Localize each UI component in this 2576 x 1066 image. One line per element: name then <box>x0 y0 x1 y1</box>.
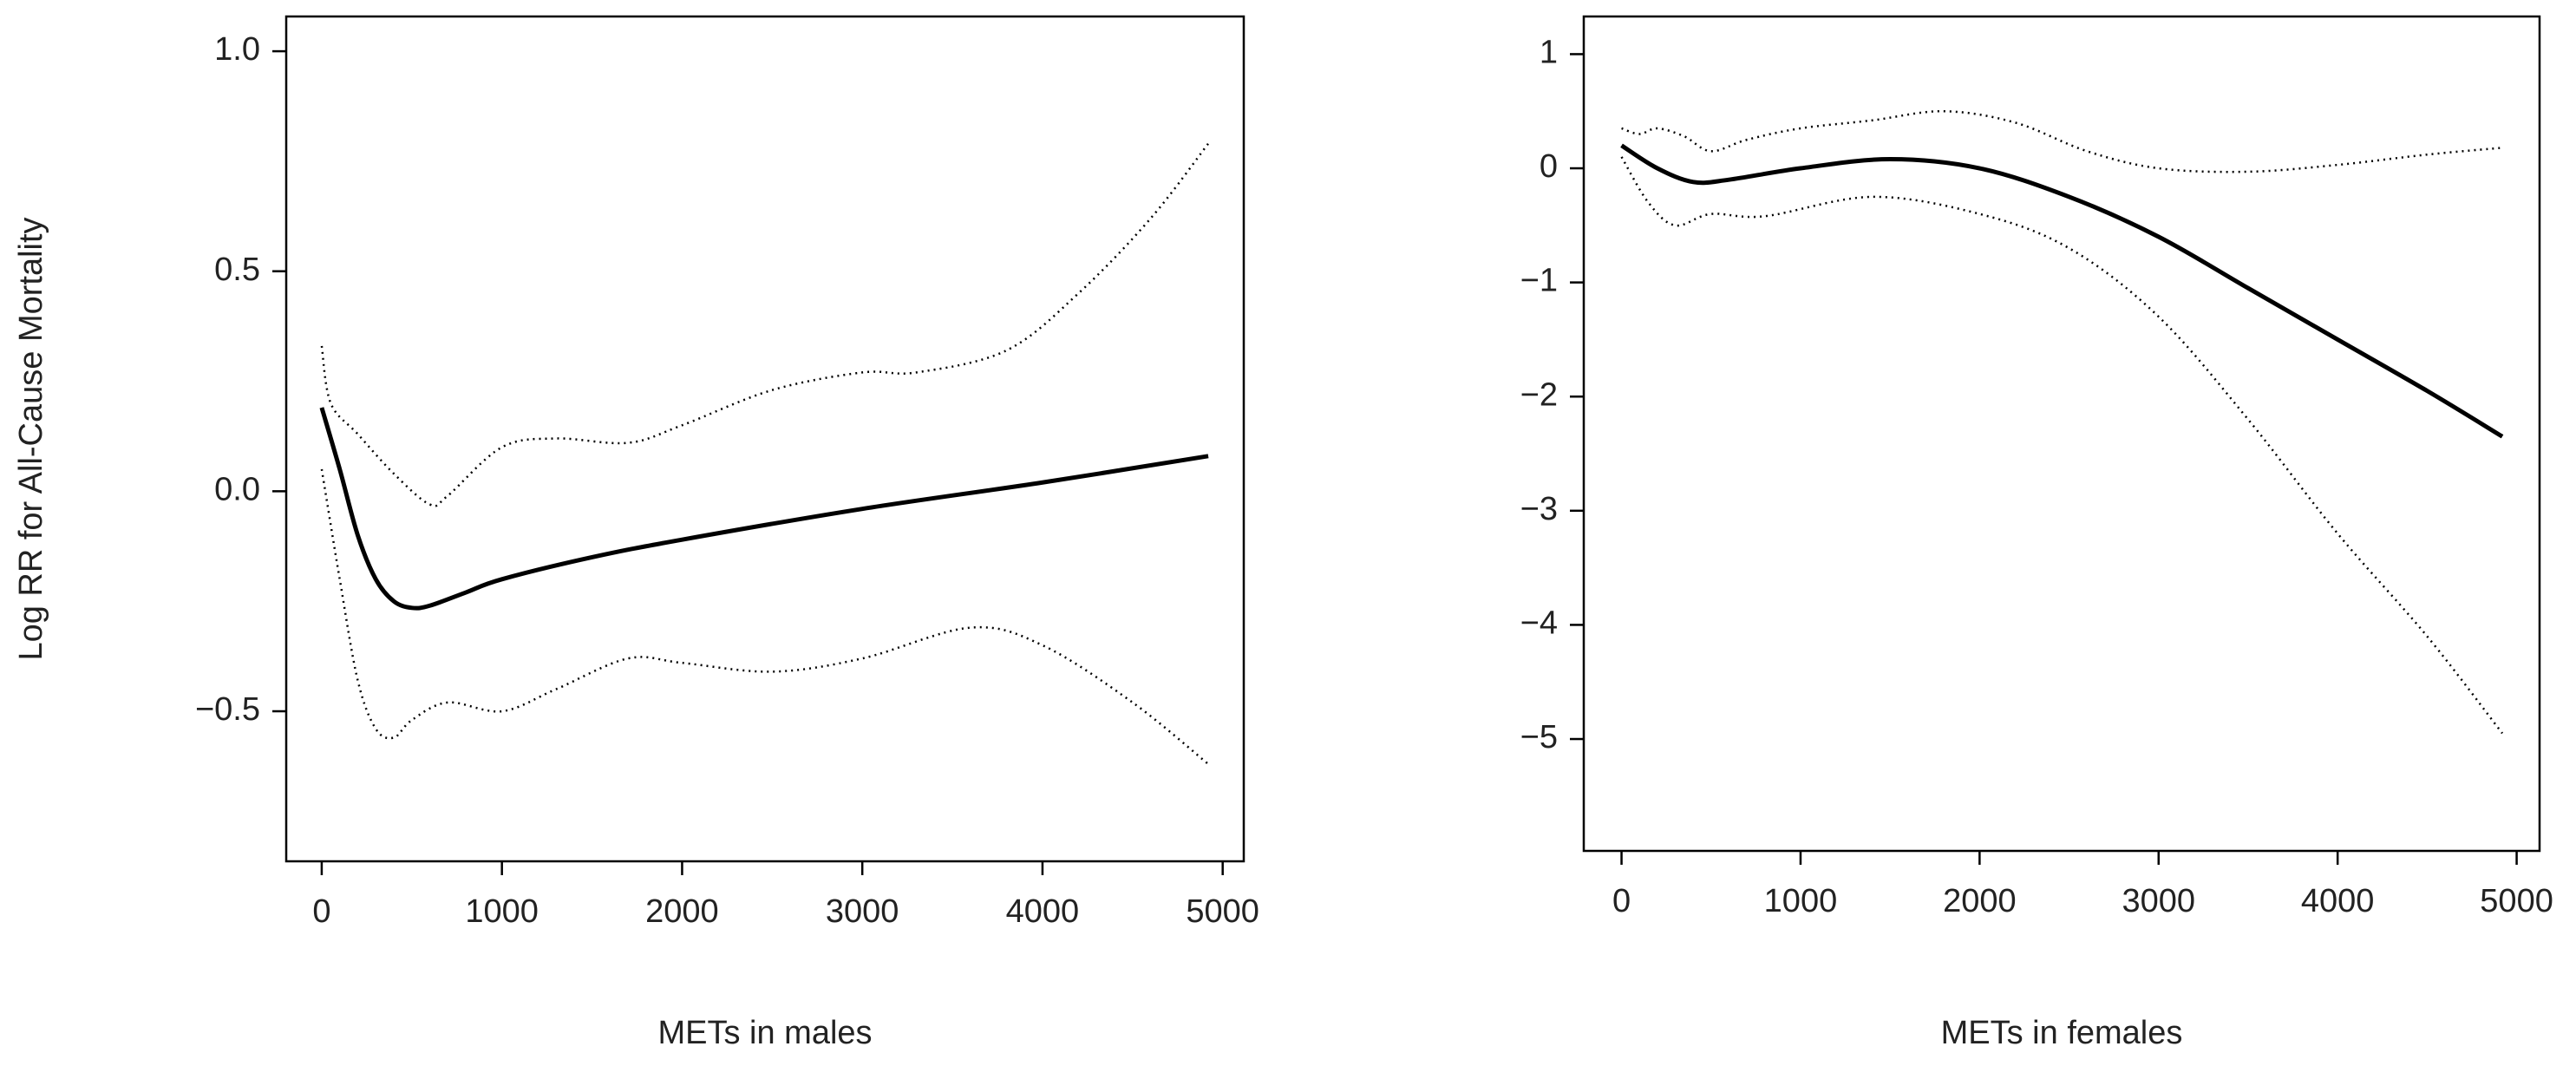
confidence-line <box>1621 109 2503 173</box>
x-axis-label: METs in females <box>1941 1015 2183 1051</box>
confidence-line <box>320 142 1210 507</box>
x-tick-label: 5000 <box>1186 893 1259 930</box>
estimate-line <box>319 407 1209 611</box>
y-tick-label: 0.0 <box>214 471 260 507</box>
x-tick-label: 1000 <box>465 893 539 930</box>
confidence-line <box>320 468 1209 765</box>
estimate-line <box>1620 143 2504 439</box>
x-tick-label: 5000 <box>2480 883 2553 919</box>
y-tick-label: 0 <box>1540 148 1558 185</box>
x-axis-label: METs in males <box>657 1015 872 1051</box>
x-tick-label: 2000 <box>1943 883 2017 919</box>
plot-frame <box>284 15 1246 863</box>
x-tick-label: 4000 <box>2301 883 2375 919</box>
x-tick-label: 0 <box>1612 883 1631 919</box>
y-tick-label: −1 <box>1520 263 1558 299</box>
x-tick-label: 4000 <box>1006 893 1080 930</box>
x-tick-label: 0 <box>312 893 330 930</box>
y-tick-label: 1 <box>1540 34 1558 70</box>
y-tick-label: 0.5 <box>214 252 260 288</box>
plot-frame <box>1582 15 2541 853</box>
y-axis-label: Log RR for All-Cause Mortality <box>13 217 49 660</box>
y-tick-label: −0.5 <box>195 691 260 728</box>
y-tick-label: −5 <box>1520 719 1558 755</box>
x-tick-label: 3000 <box>826 893 899 930</box>
x-tick-label: 3000 <box>2122 883 2195 919</box>
y-tick-label: 1.0 <box>214 31 260 68</box>
y-tick-label: −4 <box>1520 605 1558 641</box>
y-tick-label: −2 <box>1520 376 1558 413</box>
y-tick-label: −3 <box>1520 491 1558 527</box>
x-tick-label: 2000 <box>645 893 719 930</box>
x-tick-label: 1000 <box>1764 883 1838 919</box>
confidence-line <box>1620 156 2504 735</box>
